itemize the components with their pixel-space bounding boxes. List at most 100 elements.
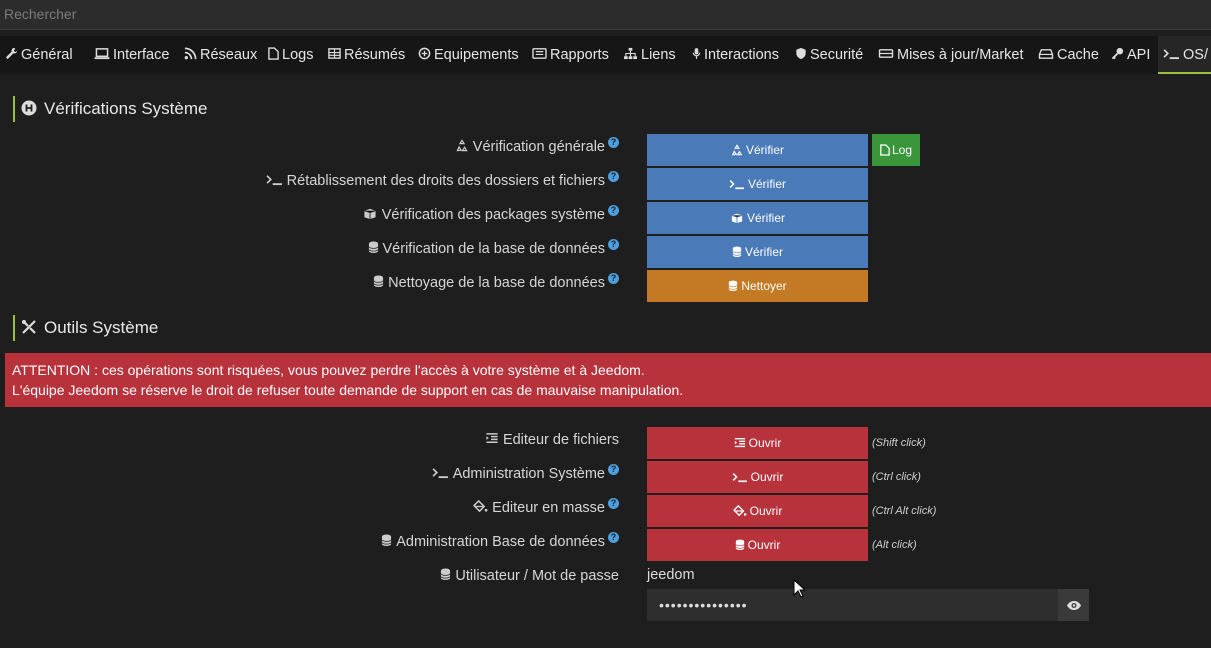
database-clean-button[interactable]: Nettoyer (647, 270, 868, 302)
tab-label: Interface (113, 47, 170, 63)
row-label-database-clean: Nettoyage de la base de données? (373, 273, 619, 293)
help-icon[interactable]: ? (608, 205, 619, 216)
boxes-icon (731, 213, 743, 224)
help-icon[interactable]: ? (608, 239, 619, 250)
system-admin-button[interactable]: Ouvrir (647, 461, 868, 493)
section-title-text: Outils Système (44, 318, 159, 337)
database-icon (440, 568, 451, 580)
tab-os-db[interactable]: OS/ (1158, 36, 1211, 74)
section-title-verifications: Vérifications Système (13, 96, 207, 122)
mass-editor-button[interactable]: Ouvrir (647, 495, 868, 527)
boxes-icon (364, 208, 376, 220)
tools-icon (22, 320, 36, 334)
db-password-field[interactable] (647, 589, 1058, 621)
tab-label: Securité (810, 47, 864, 63)
tab-interactions[interactable]: Interactions (692, 36, 779, 74)
shortcut-hint: (Ctrl Alt click) (872, 505, 937, 517)
microphone-icon (692, 48, 701, 59)
server-icon (878, 49, 894, 58)
help-icon[interactable]: ? (608, 532, 619, 543)
database-icon (728, 280, 738, 291)
help-icon[interactable]: ? (608, 498, 619, 509)
database-icon (732, 246, 742, 257)
tab-security[interactable]: Securité (795, 36, 863, 74)
file-icon (268, 47, 279, 60)
database-icon (381, 534, 392, 546)
database-icon (368, 241, 378, 253)
section-title-text: Vérifications Système (44, 99, 208, 118)
sitemap-icon (624, 47, 637, 60)
shortcut-hint: (Alt click) (872, 539, 917, 551)
rss-icon (184, 47, 197, 60)
tab-summaries[interactable]: Résumés (328, 36, 405, 74)
row-label-general-check: Vérification générale? (455, 137, 619, 157)
alert-line-2: L'équipe Jeedom se réserve le droit de r… (12, 382, 684, 398)
tab-label: Réseaux (200, 47, 258, 63)
terminal-icon (1163, 49, 1179, 60)
table-icon (328, 48, 341, 59)
tab-label: Général (21, 47, 73, 63)
tab-updates-market[interactable]: Mises à jour/Market (878, 36, 1024, 74)
key-icon (1111, 47, 1124, 60)
tab-cache[interactable]: Cache (1038, 36, 1099, 74)
log-button[interactable]: Log (872, 134, 920, 166)
tab-label: OS/ (1183, 47, 1208, 63)
db-username: jeedom (647, 567, 695, 583)
tab-api[interactable]: API (1111, 36, 1150, 74)
fix-permissions-button[interactable]: Vérifier (647, 168, 868, 200)
alert-line-1: ATTENTION : ces opérations sont risquées… (12, 362, 645, 378)
search-input[interactable] (0, 3, 604, 25)
section-title-tools: Outils Système (13, 315, 158, 341)
database-admin-button[interactable]: Ouvrir (647, 529, 868, 561)
tab-links[interactable]: Liens (623, 36, 676, 74)
fill-drip-icon (732, 505, 747, 517)
general-check-button[interactable]: Vérifier (647, 134, 868, 166)
tab-reports[interactable]: Rapports (532, 36, 609, 74)
terminal-icon (732, 473, 747, 483)
row-label-database-admin: Administration Base de données? (381, 532, 619, 552)
hdd-icon (1038, 49, 1054, 59)
tab-label: Résumés (344, 47, 406, 63)
tab-label: API (1127, 47, 1151, 63)
tab-equipments[interactable]: Equipements (418, 36, 519, 74)
shortcut-hint: (Ctrl click) (872, 471, 921, 483)
indent-list-icon (734, 438, 745, 448)
laptop-icon (94, 48, 110, 60)
tab-networks[interactable]: Réseaux (184, 36, 257, 74)
h-circle-icon (21, 100, 37, 116)
help-icon[interactable]: ? (608, 137, 619, 148)
packages-check-button[interactable]: Vérifier (647, 202, 868, 234)
row-label-system-admin: Administration Système? (432, 464, 619, 484)
row-label-packages-check: Vérification des packages système? (362, 205, 619, 225)
file-editor-button[interactable]: Ouvrir (647, 427, 868, 459)
equipment-icon (418, 47, 431, 60)
file-icon (880, 144, 890, 156)
fill-drip-icon (473, 500, 488, 513)
row-label-mass-editor: Editeur en masse? (473, 498, 619, 518)
terminal-icon (729, 180, 744, 190)
warning-alert: ATTENTION : ces opérations sont risquées… (5, 353, 1211, 407)
tab-general[interactable]: Général (5, 36, 73, 74)
help-icon[interactable]: ? (608, 171, 619, 182)
recycle-icon (456, 139, 468, 152)
row-label-credentials: Utilisateur / Mot de passe (440, 566, 619, 586)
show-password-button[interactable] (1058, 589, 1089, 621)
database-icon (735, 539, 745, 550)
row-label-file-editor: Editeur de fichiers (485, 430, 619, 450)
tab-label: Liens (641, 47, 676, 63)
tab-label: Equipements (434, 47, 519, 63)
tab-interface[interactable]: Interface (94, 36, 169, 74)
recycle-icon (731, 144, 743, 156)
terminal-icon (432, 468, 448, 479)
help-icon[interactable]: ? (608, 273, 619, 284)
tab-label: Logs (282, 47, 314, 63)
shield-icon (796, 47, 806, 60)
database-check-button[interactable]: Vérifier (647, 236, 868, 268)
tab-logs[interactable]: Logs (268, 36, 313, 74)
search-bar (0, 0, 1211, 30)
row-label-database-check: Vérification de la base de données? (368, 239, 619, 259)
tab-label: Rapports (550, 47, 609, 63)
help-icon[interactable]: ? (608, 464, 619, 475)
mouse-cursor-icon (793, 579, 805, 598)
database-icon (373, 275, 384, 287)
